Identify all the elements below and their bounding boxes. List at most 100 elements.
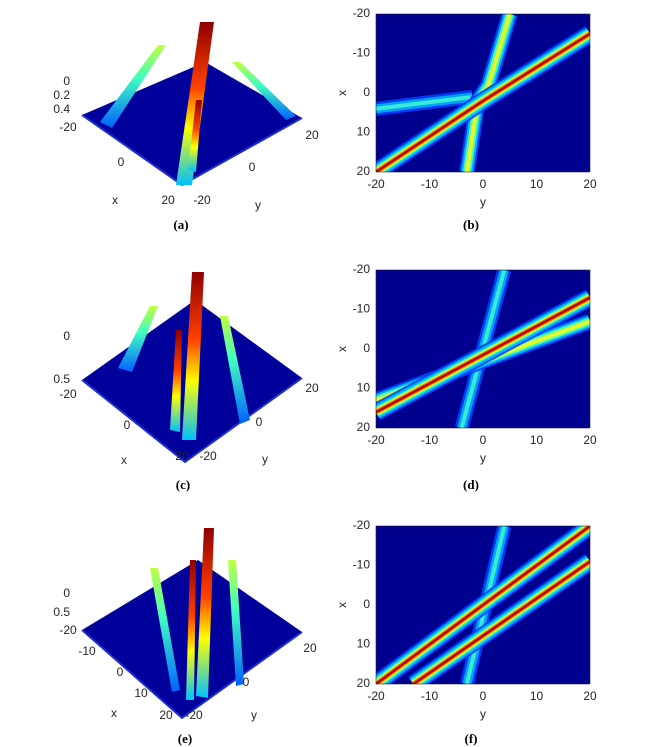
z-tick-label: 0	[63, 586, 70, 600]
y-tick-label: -10	[421, 177, 439, 191]
y-tick-label: 10	[530, 177, 544, 191]
y-tick-label: 0	[256, 415, 263, 429]
z-tick-label: 0.2	[53, 88, 70, 102]
x-tick-label: -20	[59, 120, 77, 134]
y-tick-label: 0	[480, 177, 487, 191]
z-tick-label: 0.4	[53, 102, 70, 116]
x-axis-label: x	[121, 453, 127, 467]
y-tick-label: 0	[249, 160, 256, 174]
y-tick-label: -20	[185, 708, 203, 722]
x-tick-label: 10	[357, 637, 371, 651]
y-axis-label: y	[480, 707, 486, 721]
surface-ridge	[232, 62, 296, 120]
x-tick-label: 0	[117, 665, 124, 679]
y-tick-label: 10	[530, 689, 544, 703]
plot-frame	[375, 13, 591, 173]
density-bands	[376, 526, 590, 684]
y-axis-label: y	[480, 195, 486, 209]
x-tick-label: 0	[363, 597, 370, 611]
surface-edge	[81, 377, 303, 464]
surface-ridge	[176, 22, 214, 185]
x-tick-label: 20	[175, 449, 189, 463]
y-tick-label: -20	[367, 177, 385, 191]
panel-caption: (c)	[176, 477, 190, 492]
y-axis-label: y	[262, 452, 268, 466]
surface-ridge	[228, 560, 244, 686]
x-tick-label: 20	[161, 193, 175, 207]
x-tick-label: -20	[59, 387, 77, 401]
y-axis-label: y	[255, 198, 261, 212]
panel-caption: (b)	[463, 217, 479, 232]
y-tick-label: 0	[480, 433, 487, 447]
density-bands	[376, 270, 590, 428]
y-tick-label: -20	[367, 433, 385, 447]
panel-caption: (e)	[178, 731, 192, 746]
x-tick-label: -10	[78, 644, 96, 658]
plot-frame	[375, 525, 591, 685]
density-band	[376, 296, 590, 414]
y-tick-label: -20	[193, 193, 211, 207]
y-tick-label: 20	[305, 381, 319, 395]
y-tick-label: -20	[199, 449, 217, 463]
x-tick-label: 20	[357, 676, 371, 690]
surface-edge	[81, 629, 303, 720]
panel-caption: (f)	[465, 731, 478, 746]
x-tick-label: 0	[124, 418, 131, 432]
y-tick-label: -20	[367, 689, 385, 703]
surface-ridge	[170, 330, 182, 432]
x-tick-label: -10	[353, 46, 371, 60]
x-axis-label: x	[111, 706, 117, 720]
y-tick-label: 0	[480, 689, 487, 703]
density-band	[376, 94, 473, 111]
y-tick-label: -10	[421, 689, 439, 703]
x-tick-label: 0	[363, 341, 370, 355]
surface-ridge	[220, 316, 250, 424]
y-axis-label: y	[480, 451, 486, 465]
z-tick-label: 0	[63, 74, 70, 88]
x-tick-label: -20	[353, 518, 371, 532]
y-tick-label: 20	[583, 177, 597, 191]
surface-ridge	[186, 560, 196, 700]
y-tick-label: -10	[421, 433, 439, 447]
x-tick-label: -20	[59, 623, 77, 637]
x-tick-label: 10	[134, 686, 148, 700]
x-axis-label: x	[335, 602, 349, 608]
x-tick-label: 10	[357, 125, 371, 139]
density-bands	[376, 14, 590, 172]
y-tick-label: 20	[305, 128, 319, 142]
y-tick-label: 10	[530, 433, 544, 447]
y-tick-label: 0	[243, 675, 250, 689]
y-tick-label: 20	[583, 689, 597, 703]
x-tick-label: 0	[118, 155, 125, 169]
surface-ridge	[118, 306, 158, 372]
density-band	[376, 32, 590, 172]
x-axis-label: x	[112, 193, 118, 207]
surface-ridge	[182, 272, 204, 440]
x-tick-label: -10	[353, 558, 371, 572]
x-tick-label: 10	[357, 381, 371, 395]
x-tick-label: 20	[357, 420, 371, 434]
y-tick-label: 20	[303, 641, 317, 655]
x-tick-label: 0	[363, 85, 370, 99]
x-tick-label: -10	[353, 302, 371, 316]
panel-caption: (d)	[463, 477, 479, 492]
y-axis-label: y	[251, 708, 257, 722]
x-tick-label: 20	[159, 708, 173, 722]
x-axis-label: x	[335, 346, 349, 352]
surface-ridge	[100, 45, 166, 128]
surface-ridge	[150, 568, 180, 692]
y-tick-label: 20	[583, 433, 597, 447]
x-axis-label: x	[335, 90, 349, 96]
x-tick-label: -20	[353, 262, 371, 276]
surface-ridge	[188, 100, 202, 172]
z-tick-label: 0	[63, 329, 70, 343]
z-tick-label: 0.5	[53, 372, 70, 386]
density-band	[376, 526, 590, 684]
plot-frame	[375, 269, 591, 429]
x-tick-label: 20	[357, 164, 371, 178]
surface-ridge	[196, 528, 214, 698]
z-tick-label: 0.5	[53, 605, 70, 619]
x-tick-label: -20	[353, 6, 371, 20]
density-band	[412, 560, 590, 684]
